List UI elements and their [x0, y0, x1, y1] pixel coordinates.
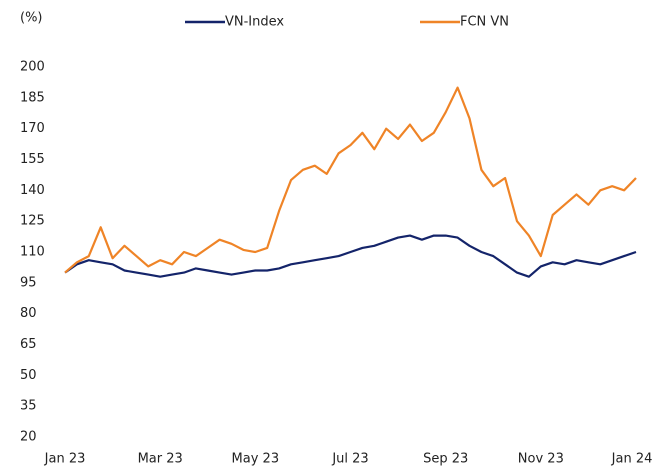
y-tick-label: 200	[20, 60, 45, 75]
y-tick-label: 65	[20, 337, 37, 352]
y-tick-label: 20	[20, 430, 37, 445]
y-tick-label: 50	[20, 368, 37, 383]
x-tick-label: Jan 23	[44, 452, 86, 467]
y-tick-label: 35	[20, 399, 37, 414]
x-tick-label: May 23	[232, 452, 280, 467]
y-tick-label: 170	[20, 121, 45, 136]
series-line	[64, 86, 637, 274]
series-line	[64, 234, 637, 278]
y-tick-label: 185	[20, 90, 45, 105]
x-tick-label: Jul 23	[331, 452, 368, 467]
y-tick-label: 140	[20, 183, 45, 198]
y-axis-label: (%)	[20, 11, 43, 26]
legend-label: VN-Index	[225, 15, 284, 30]
y-tick-label: 110	[20, 245, 45, 260]
x-tick-label: Sep 23	[423, 452, 468, 467]
legend-label: FCN VN	[460, 15, 509, 30]
x-tick-label: Jan 24	[611, 452, 653, 467]
y-tick-label: 95	[20, 275, 37, 290]
y-tick-label: 155	[20, 152, 45, 167]
y-tick-label: 125	[20, 214, 45, 229]
x-tick-label: Nov 23	[518, 452, 564, 467]
y-tick-label: 80	[20, 306, 37, 321]
x-tick-label: Mar 23	[138, 452, 183, 467]
